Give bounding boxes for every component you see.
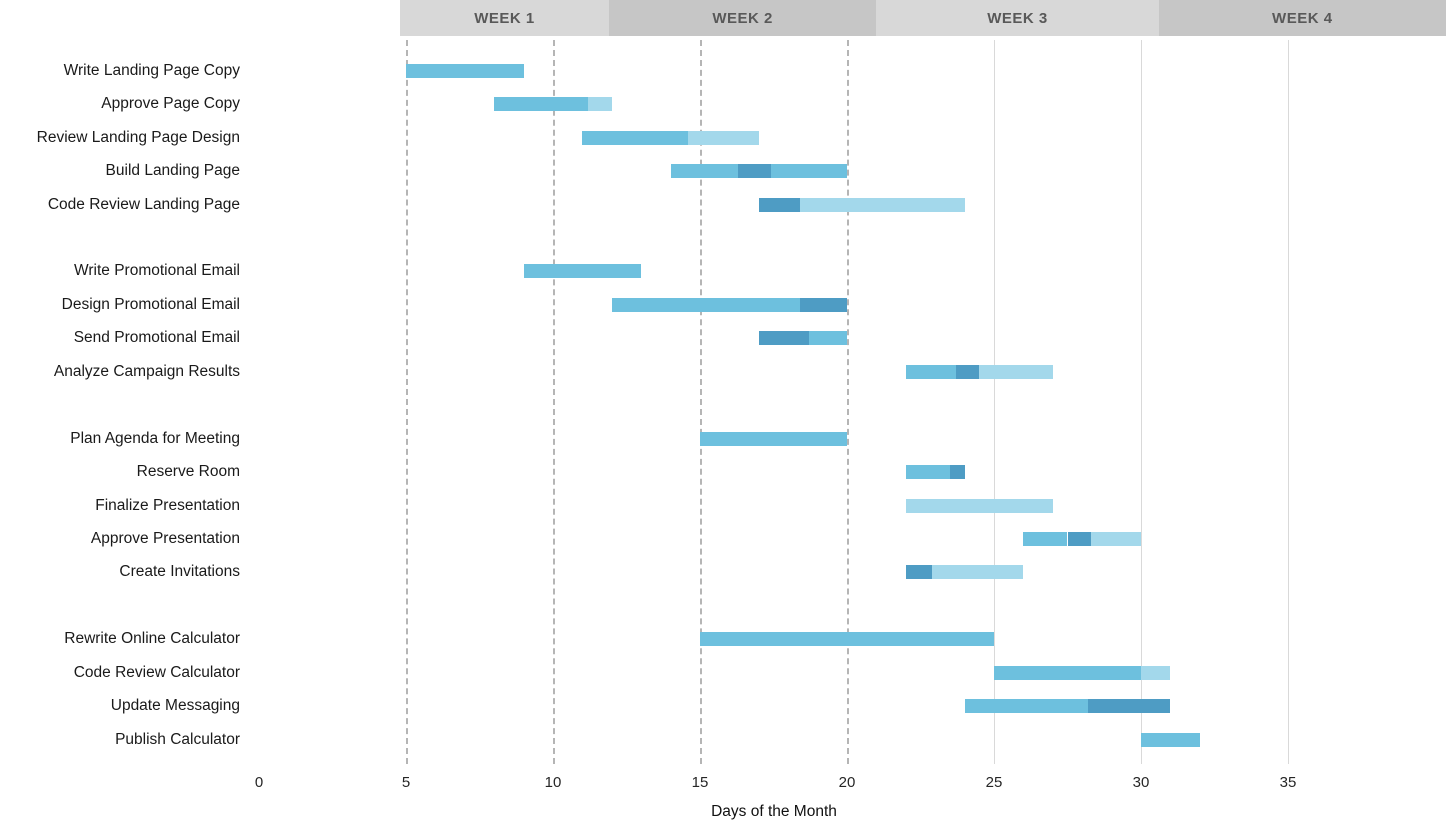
task-bar-segment xyxy=(799,197,965,212)
gridline-day-35 xyxy=(1288,40,1289,764)
gridline-day-25 xyxy=(994,40,995,764)
task-bar-segment xyxy=(700,632,994,647)
x-tick-label: 25 xyxy=(985,774,1003,791)
task-bar-segment xyxy=(670,164,739,179)
task-bar-segment xyxy=(905,364,956,379)
task-label: Rewrite Online Calculator xyxy=(64,630,240,648)
x-tick-label: 30 xyxy=(1132,774,1150,791)
task-bar-segment xyxy=(588,97,612,112)
task-bar-segment xyxy=(700,431,847,446)
task-bar-segment xyxy=(905,565,933,580)
task-bar-segment xyxy=(582,130,689,145)
task-bar-segment xyxy=(1067,532,1092,547)
task-label: Plan Agenda for Meeting xyxy=(70,429,240,447)
week-header-segment: WEEK 1 xyxy=(400,0,609,36)
task-label: Review Landing Page Design xyxy=(36,128,240,146)
task-label: Write Promotional Email xyxy=(74,262,240,280)
task-label: Design Promotional Email xyxy=(61,295,240,313)
task-bar-segment xyxy=(523,264,642,279)
x-tick-label: 35 xyxy=(1279,774,1297,791)
task-bar-segment xyxy=(949,465,965,480)
task-label: Send Promotional Email xyxy=(73,329,240,347)
task-label: Approve Page Copy xyxy=(101,95,240,113)
gridline-day-20 xyxy=(847,40,849,764)
task-bar-segment xyxy=(799,297,847,312)
gridline-day-30 xyxy=(1141,40,1142,764)
week-header-segment: WEEK 4 xyxy=(1158,0,1446,36)
task-label: Approve Presentation xyxy=(90,530,240,548)
week-header-segment: WEEK 2 xyxy=(608,0,877,36)
task-bar-segment xyxy=(1023,532,1068,547)
x-tick-label: 0 xyxy=(254,774,264,791)
task-bar-segment xyxy=(758,197,800,212)
gridline-day-5 xyxy=(406,40,408,764)
task-bar-segment xyxy=(611,297,800,312)
x-tick-label: 15 xyxy=(691,774,709,791)
task-bar-segment xyxy=(494,97,589,112)
task-bar-segment xyxy=(1141,665,1171,680)
task-bar-segment xyxy=(808,331,847,346)
task-bar-segment xyxy=(979,364,1053,379)
x-axis-title: Days of the Month xyxy=(711,803,837,820)
gridline-day-10 xyxy=(553,40,555,764)
task-bar-segment xyxy=(964,699,1089,714)
week-header-segment: WEEK 3 xyxy=(876,0,1159,36)
task-bar-segment xyxy=(1091,532,1141,547)
x-tick-label: 5 xyxy=(401,774,411,791)
gridline-day-15 xyxy=(700,40,702,764)
task-bar-segment xyxy=(1088,699,1171,714)
task-bar-segment xyxy=(406,63,524,78)
task-label: Finalize Presentation xyxy=(95,496,240,514)
task-bar-segment xyxy=(994,665,1141,680)
task-bar-segment xyxy=(932,565,1024,580)
task-bar-segment xyxy=(1141,732,1200,747)
task-bar-segment xyxy=(770,164,847,179)
task-label: Update Messaging xyxy=(110,697,240,715)
task-label: Code Review Landing Page xyxy=(47,195,240,213)
task-bar-segment xyxy=(955,364,980,379)
x-tick-label: 10 xyxy=(544,774,562,791)
task-bar-segment xyxy=(758,331,809,346)
task-bar-segment xyxy=(905,498,1053,513)
task-label: Code Review Calculator xyxy=(73,663,240,681)
task-label: Write Landing Page Copy xyxy=(63,61,240,79)
task-label: Reserve Room xyxy=(136,463,240,481)
task-label: Publish Calculator xyxy=(115,730,240,748)
x-tick-label: 20 xyxy=(838,774,856,791)
task-bar-segment xyxy=(905,465,950,480)
task-label: Analyze Campaign Results xyxy=(53,362,240,380)
task-label: Build Landing Page xyxy=(105,162,240,180)
task-bar-segment xyxy=(688,130,759,145)
task-label: Create Invitations xyxy=(119,563,240,581)
task-bar-segment xyxy=(738,164,771,179)
